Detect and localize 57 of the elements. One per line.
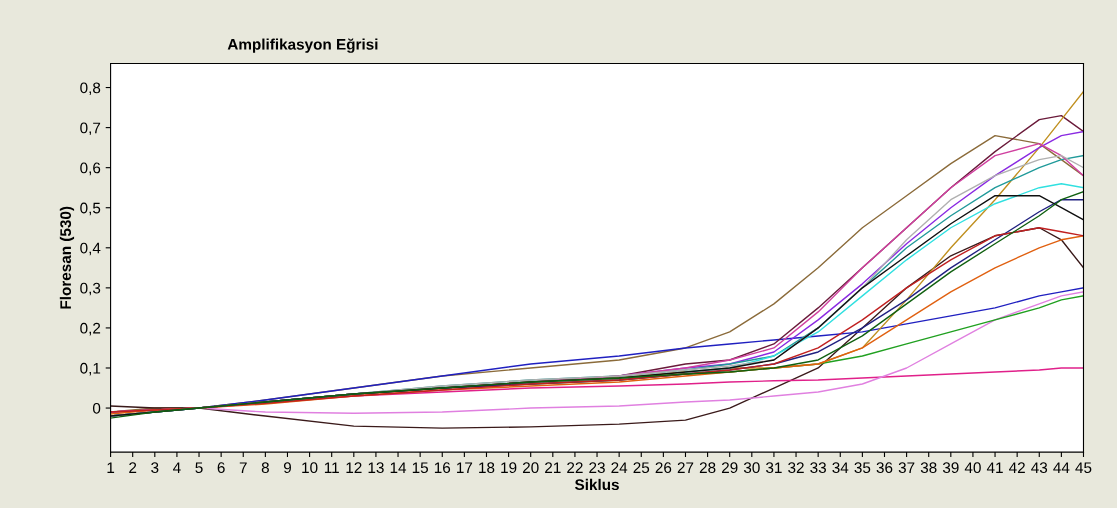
x-tick-label: 35: [854, 462, 871, 474]
y-tick-label: 0,8: [80, 82, 101, 96]
x-tick-label: 31: [766, 462, 782, 474]
x-tick-label: 23: [589, 462, 605, 474]
y-tick-label: 0: [92, 402, 101, 414]
x-tick-label: 15: [412, 462, 428, 474]
x-tick-label: 22: [567, 462, 583, 473]
chart-title: Amplifikasyon Eğrisi: [227, 38, 378, 53]
x-tick-label: 37: [898, 462, 915, 474]
y-axis-title: Floresan (530): [59, 206, 75, 309]
y-tick-label: 0,1: [80, 362, 101, 376]
y-tick-label: 0,4: [80, 242, 101, 256]
x-tick-label: 42: [1009, 462, 1025, 473]
x-tick-label: 1: [107, 462, 115, 473]
x-tick-label: 29: [721, 462, 738, 474]
x-tick-label: 6: [217, 462, 225, 474]
x-tick-label: 16: [434, 462, 451, 474]
x-tick-label: 11: [324, 462, 339, 473]
y-tick-label: 0,2: [80, 322, 101, 336]
x-tick-label: 45: [1075, 462, 1092, 474]
x-tick-label: 18: [479, 462, 495, 474]
y-tick-label: 0,5: [80, 202, 101, 216]
x-tick-label: 38: [920, 462, 937, 474]
x-axis-title: Siklus: [574, 478, 619, 491]
x-tick-label: 10: [302, 462, 318, 474]
x-tick-label: 25: [633, 462, 650, 474]
x-tick-label: 13: [368, 462, 384, 474]
x-tick-label: 21: [545, 462, 561, 473]
x-tick-label: 26: [655, 462, 672, 474]
x-tick-label: 20: [522, 462, 539, 474]
x-tick-label: 5: [195, 462, 203, 474]
x-tick-label: 19: [501, 462, 517, 474]
x-tick-label: 43: [1031, 462, 1048, 474]
x-tick-label: 30: [743, 462, 760, 474]
x-tick-label: 12: [346, 462, 362, 473]
x-tick-label: 39: [942, 462, 959, 474]
x-tick-label: 3: [151, 462, 159, 474]
x-tick-label: 8: [261, 462, 269, 474]
y-tick-label: 0,7: [80, 122, 101, 136]
x-tick-label: 27: [677, 462, 694, 473]
x-tick-label: 9: [283, 462, 291, 474]
x-tick-label: 36: [876, 462, 893, 474]
x-tick-label: 24: [611, 462, 628, 473]
x-tick-label: 4: [173, 462, 181, 473]
x-tick-label: 34: [832, 462, 849, 474]
y-tick-label: 0,6: [80, 162, 101, 176]
x-tick-label: 7: [239, 462, 247, 473]
x-tick-label: 32: [788, 462, 804, 474]
x-tick-label: 28: [699, 462, 716, 474]
x-tick-label: 33: [810, 462, 826, 474]
y-tick-label: 0,3: [80, 282, 101, 296]
x-tick-label: 44: [1053, 462, 1070, 473]
x-tick-label: 17: [457, 462, 473, 473]
x-tick-label: 41: [986, 462, 1003, 473]
x-tick-label: 2: [129, 462, 137, 473]
x-tick-label: 40: [964, 462, 981, 474]
x-tick-label: 14: [390, 462, 407, 473]
